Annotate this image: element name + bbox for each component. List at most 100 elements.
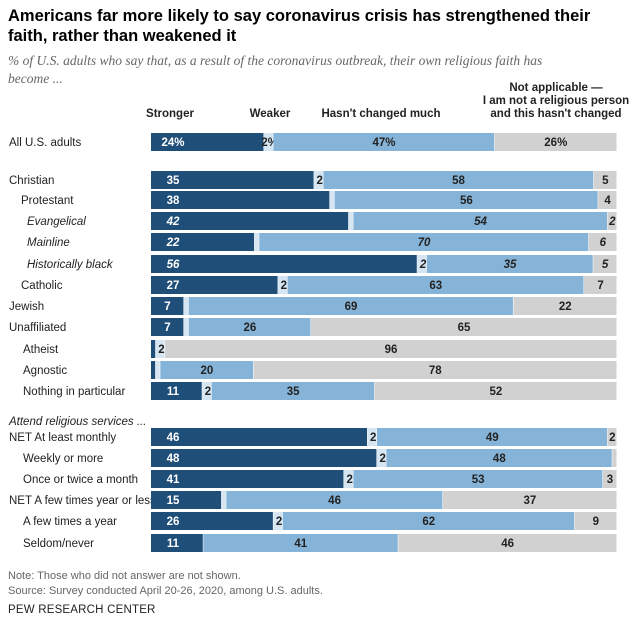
bar-segment <box>348 212 353 230</box>
bar-segment <box>593 171 617 189</box>
value-label: 46 <box>501 538 514 550</box>
value-label: 22 <box>559 301 572 313</box>
bar-segment <box>386 449 612 467</box>
value-label: 41 <box>167 474 180 486</box>
value-label: 35 <box>287 386 300 398</box>
bar-segment <box>151 276 278 294</box>
value-label: 2 <box>609 432 615 444</box>
value-label: 2 <box>317 175 323 187</box>
value-label: 2 <box>281 280 287 292</box>
chart-subtitle: % of U.S. adults who say that, as a resu… <box>8 53 543 86</box>
value-label: 41 <box>294 538 307 550</box>
bar-segment <box>513 297 617 315</box>
value-label: 63 <box>429 280 442 292</box>
bar-segment <box>151 133 264 151</box>
bar-segment <box>151 171 314 189</box>
value-label: 11 <box>167 386 180 398</box>
bar-segment <box>226 491 443 509</box>
value-label: 6 <box>600 237 607 249</box>
bar-segment <box>426 255 593 273</box>
bar-segment <box>188 297 513 315</box>
bar-segment <box>612 449 617 467</box>
value-label: 38 <box>167 195 180 207</box>
legend-label-2: Hasn't changed much <box>321 108 440 120</box>
bar-segment <box>311 318 617 336</box>
row-label: A few times a year <box>23 516 117 528</box>
row-label: Once or twice a month <box>23 474 138 486</box>
bar-segment <box>151 191 330 209</box>
bar-segment <box>584 276 617 294</box>
row-label: Nothing in particular <box>23 386 125 398</box>
bar-segment <box>259 233 589 251</box>
value-label: 35 <box>504 259 517 271</box>
value-label: 69 <box>345 301 358 313</box>
value-label: 48 <box>493 453 506 465</box>
bar-segment <box>151 512 273 530</box>
bar-segment <box>273 512 283 530</box>
value-label: 2 <box>346 474 352 486</box>
row-label: Protestant <box>21 195 74 207</box>
bar-segment <box>253 361 617 379</box>
value-label: 78 <box>429 365 442 377</box>
value-label: 37 <box>524 495 537 507</box>
value-label: 35 <box>167 175 180 187</box>
row-label: Agnostic <box>23 365 67 377</box>
chart-note: Note: Those who did not answer are not s… <box>8 570 241 582</box>
bar-segment <box>211 382 375 400</box>
row-label: Historically black <box>27 259 114 271</box>
value-label: 47% <box>372 137 395 149</box>
row-label: Christian <box>9 175 54 187</box>
row-label: Unaffiliated <box>9 322 66 334</box>
value-label: 2 <box>419 259 427 271</box>
bar-segment <box>494 133 617 151</box>
row-label: Atheist <box>23 344 59 356</box>
bar-segment <box>323 171 594 189</box>
bar-segment <box>334 191 598 209</box>
bar-segment <box>588 233 617 251</box>
value-label: 5 <box>602 259 609 271</box>
bar-segment <box>574 512 617 530</box>
bar-segment <box>607 212 617 230</box>
legend-label-1: Weaker <box>250 108 291 120</box>
bar-segment <box>202 382 212 400</box>
value-label: 26% <box>544 137 567 149</box>
bar-segment <box>398 534 617 552</box>
value-label: 4 <box>604 195 611 207</box>
bar-segment <box>151 318 184 336</box>
value-label: 5 <box>602 175 609 187</box>
row-label: Evangelical <box>27 216 86 228</box>
value-label: 58 <box>452 175 465 187</box>
bar-segment <box>151 470 344 488</box>
bar-segment <box>151 361 156 379</box>
chart-title: Americans far more likely to say coronav… <box>8 7 591 45</box>
value-label: 7 <box>597 280 603 292</box>
bar-segment <box>282 512 575 530</box>
bar-segment <box>374 382 617 400</box>
row-label: Mainline <box>27 237 70 249</box>
row-label: Weekly or more <box>23 453 103 465</box>
legend-label-0: Stronger <box>146 108 194 120</box>
row-label: Seldom/never <box>23 538 94 550</box>
bar-segment <box>343 470 353 488</box>
value-label: 2 <box>276 516 282 528</box>
value-label: 15 <box>167 495 180 507</box>
bar-segment <box>221 491 226 509</box>
row-label: Jewish <box>9 301 44 313</box>
value-label: 22 <box>166 237 180 249</box>
bar-segment <box>598 191 617 209</box>
bar-segment <box>160 361 254 379</box>
bar-segment <box>329 191 335 209</box>
bar-segment <box>183 297 189 315</box>
value-label: 7 <box>164 301 170 313</box>
bar-segment <box>442 491 617 509</box>
value-label: 2 <box>370 432 376 444</box>
value-label: 42 <box>166 216 180 228</box>
value-label: 2 <box>379 453 385 465</box>
value-label: 7 <box>164 322 170 334</box>
value-label: 24% <box>161 137 184 149</box>
value-label: 11 <box>167 538 180 550</box>
bar-segment <box>367 428 377 446</box>
bar-segment <box>151 233 255 251</box>
value-label: 56 <box>460 195 473 207</box>
value-label: 2 <box>608 216 616 228</box>
